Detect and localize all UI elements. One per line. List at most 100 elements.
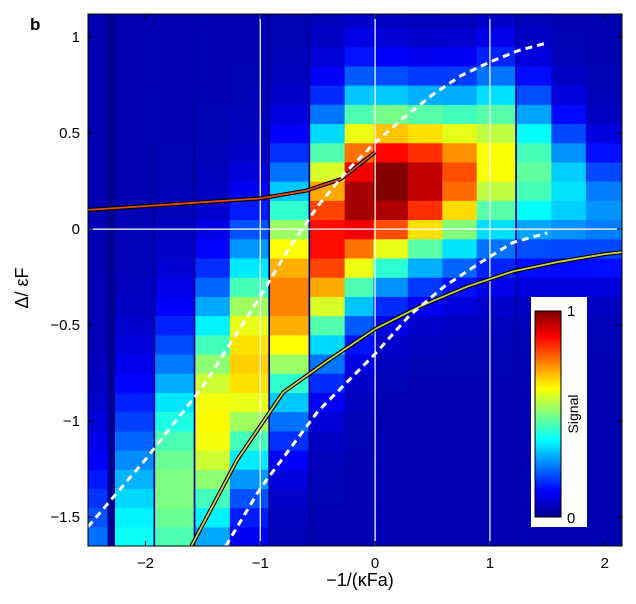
heatmap-cell (270, 411, 309, 432)
heatmap-cell (270, 257, 309, 278)
heatmap-cell (155, 257, 194, 278)
heatmap-cell (114, 411, 154, 432)
heatmap-cell (88, 27, 108, 48)
heatmap-cell (516, 14, 556, 29)
heatmap-cell (442, 257, 481, 278)
heatmap-cell (516, 200, 556, 221)
heatmap-cell (155, 46, 194, 67)
heatmap-cell (373, 238, 412, 259)
heatmap-cell (195, 334, 234, 355)
heatmap-cell (310, 65, 349, 86)
heatmap-cell (114, 469, 154, 489)
heatmap-cell (229, 27, 269, 48)
heatmap-cell (407, 65, 447, 86)
heatmap-cell (551, 142, 590, 163)
y-tick-label: 1 (72, 29, 80, 46)
heatmap-cell (407, 277, 447, 297)
heatmap-cell (442, 142, 481, 163)
heatmap-cell (551, 27, 590, 48)
heatmap-cell (407, 315, 447, 336)
heatmap-cell (88, 257, 108, 278)
heatmap-cell (88, 469, 108, 489)
heatmap-cell (114, 46, 154, 67)
heatmap-cell (442, 430, 481, 451)
heatmap-cell (516, 104, 556, 125)
heatmap-cell (551, 238, 590, 259)
heatmap-cell (585, 392, 622, 413)
heatmap-cell (407, 526, 447, 546)
heatmap-cell (155, 14, 194, 29)
heatmap-cell (373, 277, 412, 297)
heatmap-cell (155, 526, 194, 546)
y-axis: −1.5 −1 −0.5 0 0.5 1 (50, 29, 622, 526)
heatmap-cell (270, 27, 309, 48)
heatmap-cell (476, 46, 516, 67)
y-tick-label: −1.5 (50, 509, 80, 526)
heatmap-cell (373, 46, 412, 67)
heatmap-cell (373, 469, 412, 489)
heatmap-cell (155, 277, 194, 297)
heatmap-cell (585, 469, 622, 489)
heatmap-cell (310, 14, 349, 29)
heatmap-cell (229, 65, 269, 86)
heatmap-cell (195, 200, 234, 221)
heatmap-cell (476, 161, 516, 182)
heatmap-cell (585, 411, 622, 432)
heatmap-cell (407, 373, 447, 393)
heatmap-cell (88, 65, 108, 86)
heatmap-cell (88, 353, 108, 374)
heatmap-cell (270, 373, 309, 393)
heatmap-cell (373, 526, 412, 546)
heatmap-cell (88, 123, 108, 144)
heatmap-cell (373, 488, 412, 509)
heatmap-cell (195, 430, 234, 451)
heatmap-cell (310, 85, 349, 105)
heatmap-cell (585, 277, 622, 297)
heatmap-cell (442, 411, 481, 432)
heatmap-cell (407, 488, 447, 509)
heatmap-cell (88, 411, 108, 432)
heatmap-cell (373, 142, 412, 163)
heatmap-cell (442, 334, 481, 355)
heatmap-cell (88, 238, 108, 259)
heatmap-cell (229, 526, 269, 546)
heatmap-cell (310, 392, 349, 413)
heatmap-cell (442, 104, 481, 125)
heatmap-cell (585, 373, 622, 393)
heatmap-cell (585, 353, 622, 374)
heatmap-cell (310, 526, 349, 546)
heatmap-cell (88, 526, 108, 546)
heatmap-cell (195, 315, 234, 336)
heatmap-cell (310, 238, 349, 259)
heatmap-cell (442, 46, 481, 67)
heatmap-cell (585, 65, 622, 86)
heatmap-cell (442, 200, 481, 221)
heatmap-cell (270, 123, 309, 144)
heatmap-cell (476, 430, 516, 451)
heatmap-cell (585, 142, 622, 163)
heatmap-cell (476, 14, 516, 29)
heatmap-cell (229, 373, 269, 393)
heatmap-cell (155, 334, 194, 355)
heatmap-cell (585, 526, 622, 546)
heatmap-cell (476, 238, 516, 259)
panel-label: b (30, 15, 40, 34)
heatmap-cell (114, 200, 154, 221)
heatmap-cell (585, 46, 622, 67)
heatmap-cell (270, 85, 309, 105)
heatmap-cell (310, 46, 349, 67)
x-tick-label: 2 (601, 555, 609, 572)
y-axis-label: Δ/ εF (12, 267, 32, 308)
heatmap-cell (407, 238, 447, 259)
heatmap-cell (229, 181, 269, 201)
heatmap-cell (551, 200, 590, 221)
heatmap-cell (195, 142, 234, 163)
heatmap-cell (551, 181, 590, 201)
heatmap-cell (155, 507, 194, 528)
heatmap-cell (516, 277, 556, 297)
heatmap-cell (88, 296, 108, 317)
heatmap-cell (155, 65, 194, 86)
heatmap-cell (476, 142, 516, 163)
heatmap-cell (155, 469, 194, 489)
heatmap-cell (195, 353, 234, 374)
